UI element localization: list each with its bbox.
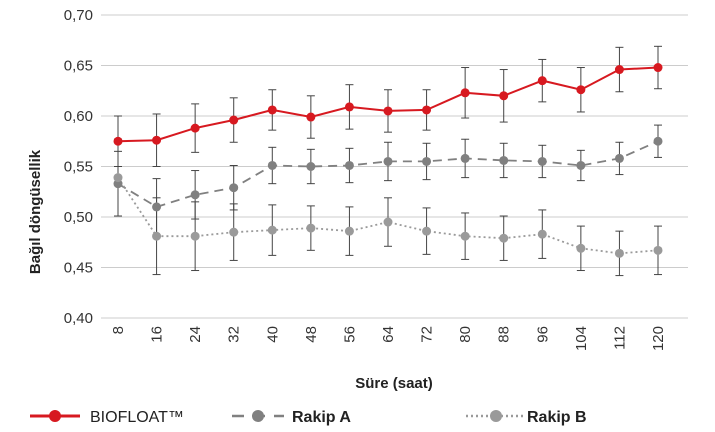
- data-point-rakip-a: [267, 160, 277, 170]
- data-point-biofloat: [499, 91, 509, 101]
- data-point-rakip-a: [653, 136, 663, 146]
- data-point-rakip-b: [113, 173, 123, 183]
- data-point-rakip-a: [499, 155, 509, 165]
- data-point-rakip-b: [653, 245, 663, 255]
- data-point-rakip-b: [576, 243, 586, 253]
- data-point-biofloat: [576, 85, 586, 95]
- x-tick-label: 8: [110, 326, 127, 334]
- legend-label: Rakip B: [527, 409, 587, 426]
- data-point-biofloat: [383, 106, 393, 116]
- data-point-rakip-a: [306, 162, 316, 171]
- legend-item-biofloat: BIOFLOAT™: [30, 409, 184, 426]
- x-tick-label: 96: [534, 326, 551, 343]
- data-point-rakip-a: [152, 202, 162, 212]
- data-point-biofloat: [422, 105, 432, 115]
- data-point-biofloat: [460, 88, 470, 98]
- legend-marker: [49, 410, 61, 422]
- data-point-rakip-a: [576, 160, 586, 170]
- data-point-biofloat: [267, 105, 277, 115]
- x-tick-label: 40: [264, 326, 281, 343]
- x-tick-label: 56: [341, 326, 358, 343]
- legend-marker: [490, 410, 502, 422]
- data-point-biofloat: [152, 135, 162, 145]
- x-tick-label: 104: [573, 326, 590, 351]
- data-point-rakip-b: [306, 223, 316, 233]
- legend-marker: [252, 410, 264, 422]
- x-tick-label: 120: [650, 326, 667, 351]
- y-tick-label: 0,70: [64, 7, 93, 24]
- x-tick-label: 64: [380, 326, 397, 343]
- data-point-rakip-a: [614, 153, 624, 163]
- x-tick-label: 80: [457, 326, 474, 343]
- y-tick-label: 0,60: [64, 108, 93, 125]
- data-point-rakip-b: [614, 248, 624, 258]
- data-point-biofloat: [229, 115, 239, 125]
- data-point-rakip-b: [152, 231, 162, 241]
- x-tick-label: 112: [611, 326, 628, 350]
- x-tick-label: 16: [149, 326, 166, 343]
- data-point-rakip-b: [344, 226, 354, 236]
- series-points: [113, 63, 663, 258]
- data-point-biofloat: [113, 136, 123, 146]
- x-axis-label: Süre (saat): [355, 375, 433, 392]
- x-tick-label: 72: [419, 326, 436, 343]
- x-tick-label: 48: [303, 326, 320, 343]
- legend-label: Rakip A: [292, 409, 351, 426]
- y-tick-label: 0,45: [64, 260, 93, 277]
- data-point-rakip-b: [267, 225, 277, 235]
- legend-label: BIOFLOAT™: [90, 409, 184, 426]
- data-point-rakip-b: [190, 231, 200, 241]
- data-point-biofloat: [344, 102, 354, 112]
- y-tick-label: 0,55: [64, 159, 93, 176]
- data-point-biofloat: [614, 65, 624, 75]
- data-point-rakip-a: [229, 183, 239, 193]
- data-point-rakip-b: [537, 229, 547, 239]
- y-axis-label: Bağıl döngüsellik: [27, 149, 44, 274]
- x-tick-label: 88: [496, 326, 513, 343]
- y-tick-label: 0,50: [64, 209, 93, 226]
- data-point-rakip-a: [344, 160, 354, 170]
- series-line-rakip-b: [117, 177, 659, 255]
- data-point-rakip-a: [537, 156, 547, 166]
- legend: BIOFLOAT™ Rakip A Rakip B: [30, 409, 587, 426]
- gridlines: [101, 14, 688, 319]
- data-point-biofloat: [537, 76, 547, 86]
- data-point-biofloat: [306, 112, 316, 122]
- data-point-biofloat: [190, 123, 200, 133]
- data-point-rakip-b: [499, 233, 509, 243]
- x-tick-label: 32: [226, 326, 243, 343]
- legend-item-rakip-b: Rakip B: [466, 409, 587, 426]
- x-tick-labels: 8 16 24 32 40 48 56 64 72 80 88 96 104 112 120: [110, 326, 667, 351]
- y-tick-label: 0,65: [64, 58, 93, 75]
- data-point-rakip-a: [460, 153, 470, 163]
- legend-item-rakip-a: Rakip A: [232, 409, 351, 426]
- y-tick-labels: 0,40 0,45 0,50 0,55 0,60 0,65 0,70: [64, 7, 93, 327]
- data-point-biofloat: [653, 63, 663, 73]
- y-tick-label: 0,40: [64, 310, 93, 327]
- data-point-rakip-a: [422, 156, 432, 166]
- data-point-rakip-b: [460, 231, 470, 241]
- data-point-rakip-a: [383, 156, 393, 166]
- data-point-rakip-b: [422, 226, 432, 236]
- data-point-rakip-b: [229, 227, 239, 237]
- data-point-rakip-a: [190, 190, 200, 200]
- data-point-rakip-b: [383, 217, 393, 227]
- x-tick-label: 24: [187, 326, 204, 343]
